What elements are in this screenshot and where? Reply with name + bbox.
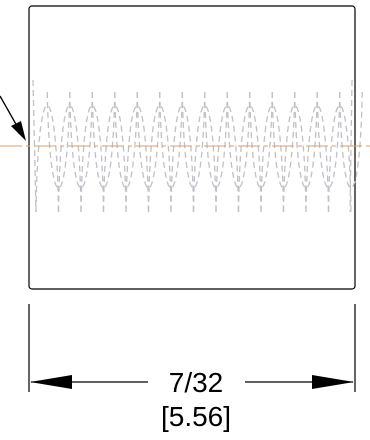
hidden-thread-helix <box>32 79 363 213</box>
thread-root <box>159 91 183 189</box>
thread-crest <box>327 104 352 213</box>
thread-crest <box>170 104 195 213</box>
thread-crest <box>215 104 240 213</box>
thread-root <box>91 91 116 189</box>
dimension-arrowhead-left <box>30 375 72 389</box>
thread-crest <box>125 104 150 213</box>
thread-root <box>294 91 318 189</box>
thread-crest <box>260 104 285 213</box>
thread-root <box>69 91 93 189</box>
thread-root <box>136 91 161 189</box>
thread-crest <box>237 104 262 213</box>
thread-crest <box>57 104 82 213</box>
thread-end-right <box>349 79 353 213</box>
thread-crest <box>102 104 127 213</box>
thread-end-left <box>32 79 37 213</box>
thread-crest <box>147 104 172 213</box>
part-outline <box>28 5 356 290</box>
thread-crest <box>35 104 60 213</box>
dimension-arrowhead-right <box>312 375 354 389</box>
leader-arrowhead <box>11 121 26 141</box>
thread-root <box>226 91 251 189</box>
leader-line <box>0 95 18 127</box>
thread-root <box>271 91 296 189</box>
thread-root <box>249 91 273 189</box>
thread-root <box>204 91 228 189</box>
thread-crest <box>282 104 307 213</box>
dimension-metric: [5.56] <box>161 401 231 432</box>
thread-root <box>46 91 71 189</box>
thread-root <box>114 91 138 189</box>
dimension-fraction: 7/32 <box>169 367 224 398</box>
thread-crest <box>192 104 217 213</box>
thread-crest <box>80 104 105 213</box>
thread-root <box>339 91 363 189</box>
thread-crest <box>305 104 330 213</box>
thread-root <box>181 91 206 189</box>
thread-root <box>316 91 341 189</box>
